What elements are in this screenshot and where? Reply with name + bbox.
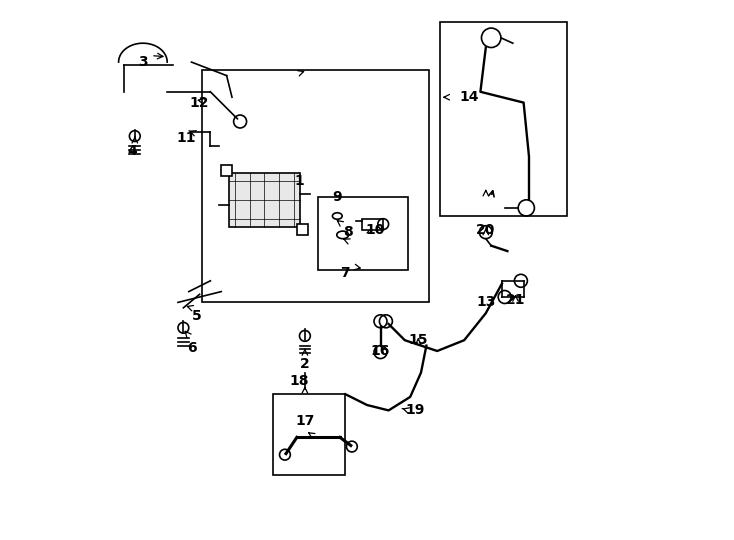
Text: 18: 18 [290, 374, 309, 388]
Bar [272, 394, 346, 475]
Text: 9: 9 [333, 190, 342, 204]
Text: 8: 8 [344, 225, 353, 239]
Text: 2: 2 [300, 357, 310, 372]
Text: 5: 5 [192, 309, 202, 323]
Bar [440, 22, 567, 216]
Text: 21: 21 [506, 293, 526, 307]
Bar [297, 224, 308, 235]
Text: 15: 15 [409, 333, 428, 347]
Text: 20: 20 [476, 222, 495, 237]
Text: 10: 10 [366, 222, 385, 237]
Bar [203, 70, 429, 302]
Text: 11: 11 [176, 131, 196, 145]
Text: 12: 12 [190, 96, 209, 110]
Text: 7: 7 [341, 266, 350, 280]
Bar [362, 219, 383, 230]
Text: 13: 13 [476, 295, 495, 309]
Text: 17: 17 [295, 414, 315, 428]
Text: 14: 14 [459, 90, 479, 104]
Bar [229, 173, 299, 227]
Bar [221, 165, 232, 176]
Text: 1: 1 [294, 174, 305, 188]
Text: 19: 19 [406, 403, 425, 417]
Text: 6: 6 [186, 341, 196, 355]
Text: 3: 3 [138, 55, 148, 69]
Text: 4: 4 [127, 144, 137, 158]
Text: 16: 16 [371, 344, 390, 358]
Bar [319, 197, 407, 270]
